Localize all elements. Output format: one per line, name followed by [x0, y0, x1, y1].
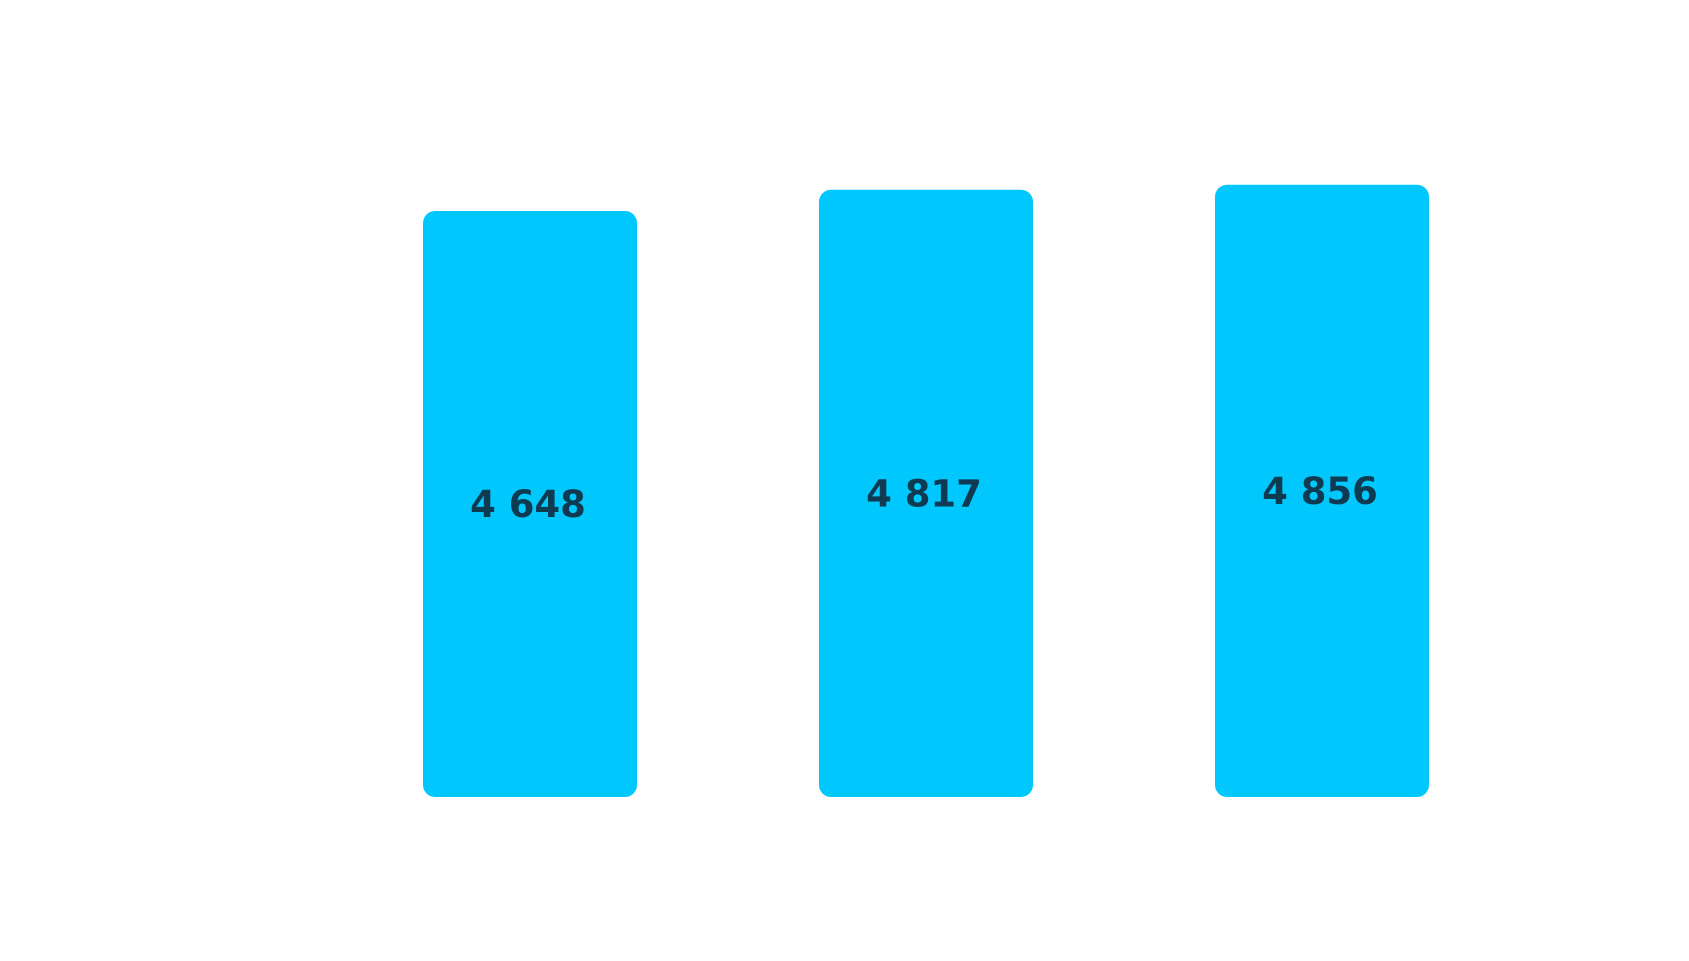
bar-value-label-3: 4 856 — [1262, 470, 1378, 513]
bar-2 — [819, 189, 1033, 797]
bar-3 — [1215, 184, 1429, 797]
bar-value-label-1: 4 648 — [470, 483, 586, 526]
bar-1 — [423, 211, 637, 797]
bar-value-label-2: 4 817 — [866, 472, 982, 515]
